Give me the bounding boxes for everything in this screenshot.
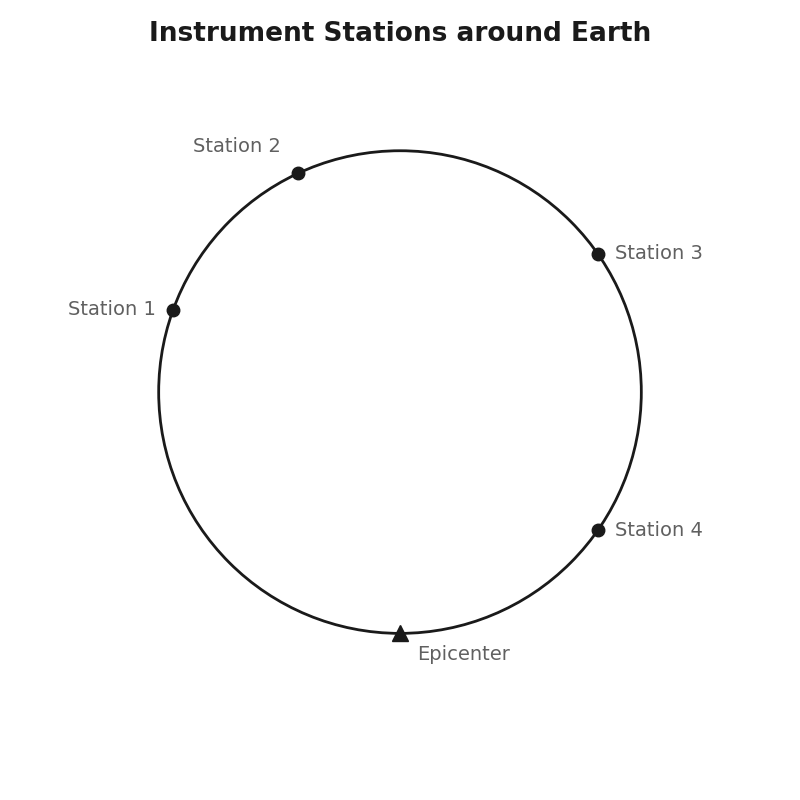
Text: Epicenter: Epicenter (417, 646, 510, 665)
Text: Station 4: Station 4 (614, 521, 702, 540)
Text: Station 2: Station 2 (194, 138, 281, 157)
Text: Station 1: Station 1 (69, 300, 156, 319)
Title: Instrument Stations around Earth: Instrument Stations around Earth (149, 22, 651, 47)
Text: Station 3: Station 3 (614, 244, 702, 263)
